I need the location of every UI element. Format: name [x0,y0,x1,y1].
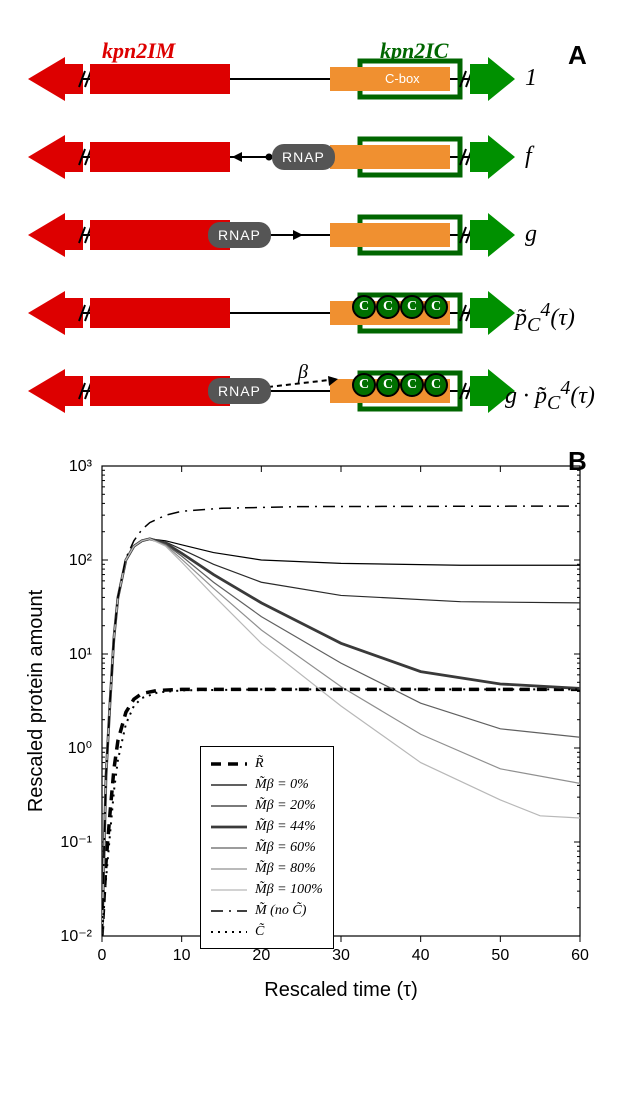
rnap-box: RNAP [208,378,271,404]
svg-text:20: 20 [252,947,270,964]
svg-text:10⁻¹: 10⁻¹ [60,834,92,851]
construct-row-1: RNAP f [20,122,610,192]
legend-row: C̃ [211,921,323,942]
svg-text:60: 60 [571,947,589,964]
series-M_beta_20 [102,539,580,936]
c-protein-circle: C [376,373,400,397]
legend-row: M̃β = 0% [211,774,323,795]
svg-text:40: 40 [412,947,430,964]
weight-label: g [525,221,537,248]
legend-label: M̃β = 0% [255,777,309,793]
svg-text:50: 50 [491,947,509,964]
legend-row: M̃ (no C̃) [211,900,323,921]
svg-text:10²: 10² [69,552,93,569]
construct-row-3: CCCCp̃C4(τ) [20,278,610,348]
series-C_tilde [102,689,580,936]
c-protein-circle: C [424,373,448,397]
svg-text:10: 10 [173,947,191,964]
series-M_beta_60 [102,539,580,936]
weight-label: p̃C4(τ) [515,299,575,337]
c-protein-circle: C [424,295,448,319]
series-M_beta_0 [102,539,580,936]
legend-row: M̃β = 44% [211,816,323,837]
chart-legend: R̃ M̃β = 0% M̃β = 20% M̃β = 44% M̃β = 60% M̃β… [200,746,334,949]
svg-text:0: 0 [98,947,107,964]
panel-b: B 0 10 20 30 40 50 60 10⁻² 10⁻¹ 10⁰ 10¹ 10² 10³ Resca… [20,446,610,1006]
rnap-box: RNAP [272,144,335,170]
legend-row: M̃β = 100% [211,879,323,900]
beta-label: β [298,361,308,384]
c-protein-circle: C [352,295,376,319]
legend-row: R̃ [211,753,323,774]
svg-text:10⁰: 10⁰ [68,740,92,757]
legend-label: M̃β = 100% [255,882,323,898]
legend-label: M̃β = 44% [255,819,316,835]
legend-label: M̃ (no C̃) [255,903,306,919]
series-M_beta_100 [102,539,580,936]
svg-text:10¹: 10¹ [69,646,92,663]
weight-label: f [525,143,532,170]
legend-row: M̃β = 60% [211,837,323,858]
c-protein-circle: C [376,295,400,319]
c-protein-circle: C [400,295,424,319]
svg-text:10⁻²: 10⁻² [60,928,92,945]
legend-label: M̃β = 20% [255,798,316,814]
construct-row-2: RNAP g [20,200,610,270]
legend-row: M̃β = 20% [211,795,323,816]
construct-row-4: RNAPCCCCβg · p̃C4(τ) [20,356,610,426]
weight-label: g · p̃C4(τ) [505,377,595,415]
series-R_tilde [102,689,580,936]
svg-text:Rescaled protein amount: Rescaled protein amount [25,589,47,812]
legend-label: R̃ [255,756,264,772]
panel-b-label: B [568,446,587,477]
rnap-box: RNAP [208,222,271,248]
c-protein-circle: C [352,373,376,397]
construct-row-0: C-box 1 [20,44,610,114]
legend-label: M̃β = 80% [255,861,316,877]
svg-text:30: 30 [332,947,350,964]
series-M_beta_80 [102,539,580,936]
series-M_beta_44 [102,539,580,936]
cbox-label: C-box [385,71,420,86]
series-M_noC [102,506,580,936]
svg-text:10³: 10³ [69,458,93,475]
svg-text:Rescaled time (τ): Rescaled time (τ) [264,979,418,1001]
legend-label: C̃ [255,924,264,940]
weight-label: 1 [525,65,537,92]
legend-row: M̃β = 80% [211,858,323,879]
legend-label: M̃β = 60% [255,840,316,856]
c-protein-circle: C [400,373,424,397]
panel-a: A kpn2IM kpn2IC C-box1RNAPfRNAPgCCCCp̃C4… [20,44,610,426]
